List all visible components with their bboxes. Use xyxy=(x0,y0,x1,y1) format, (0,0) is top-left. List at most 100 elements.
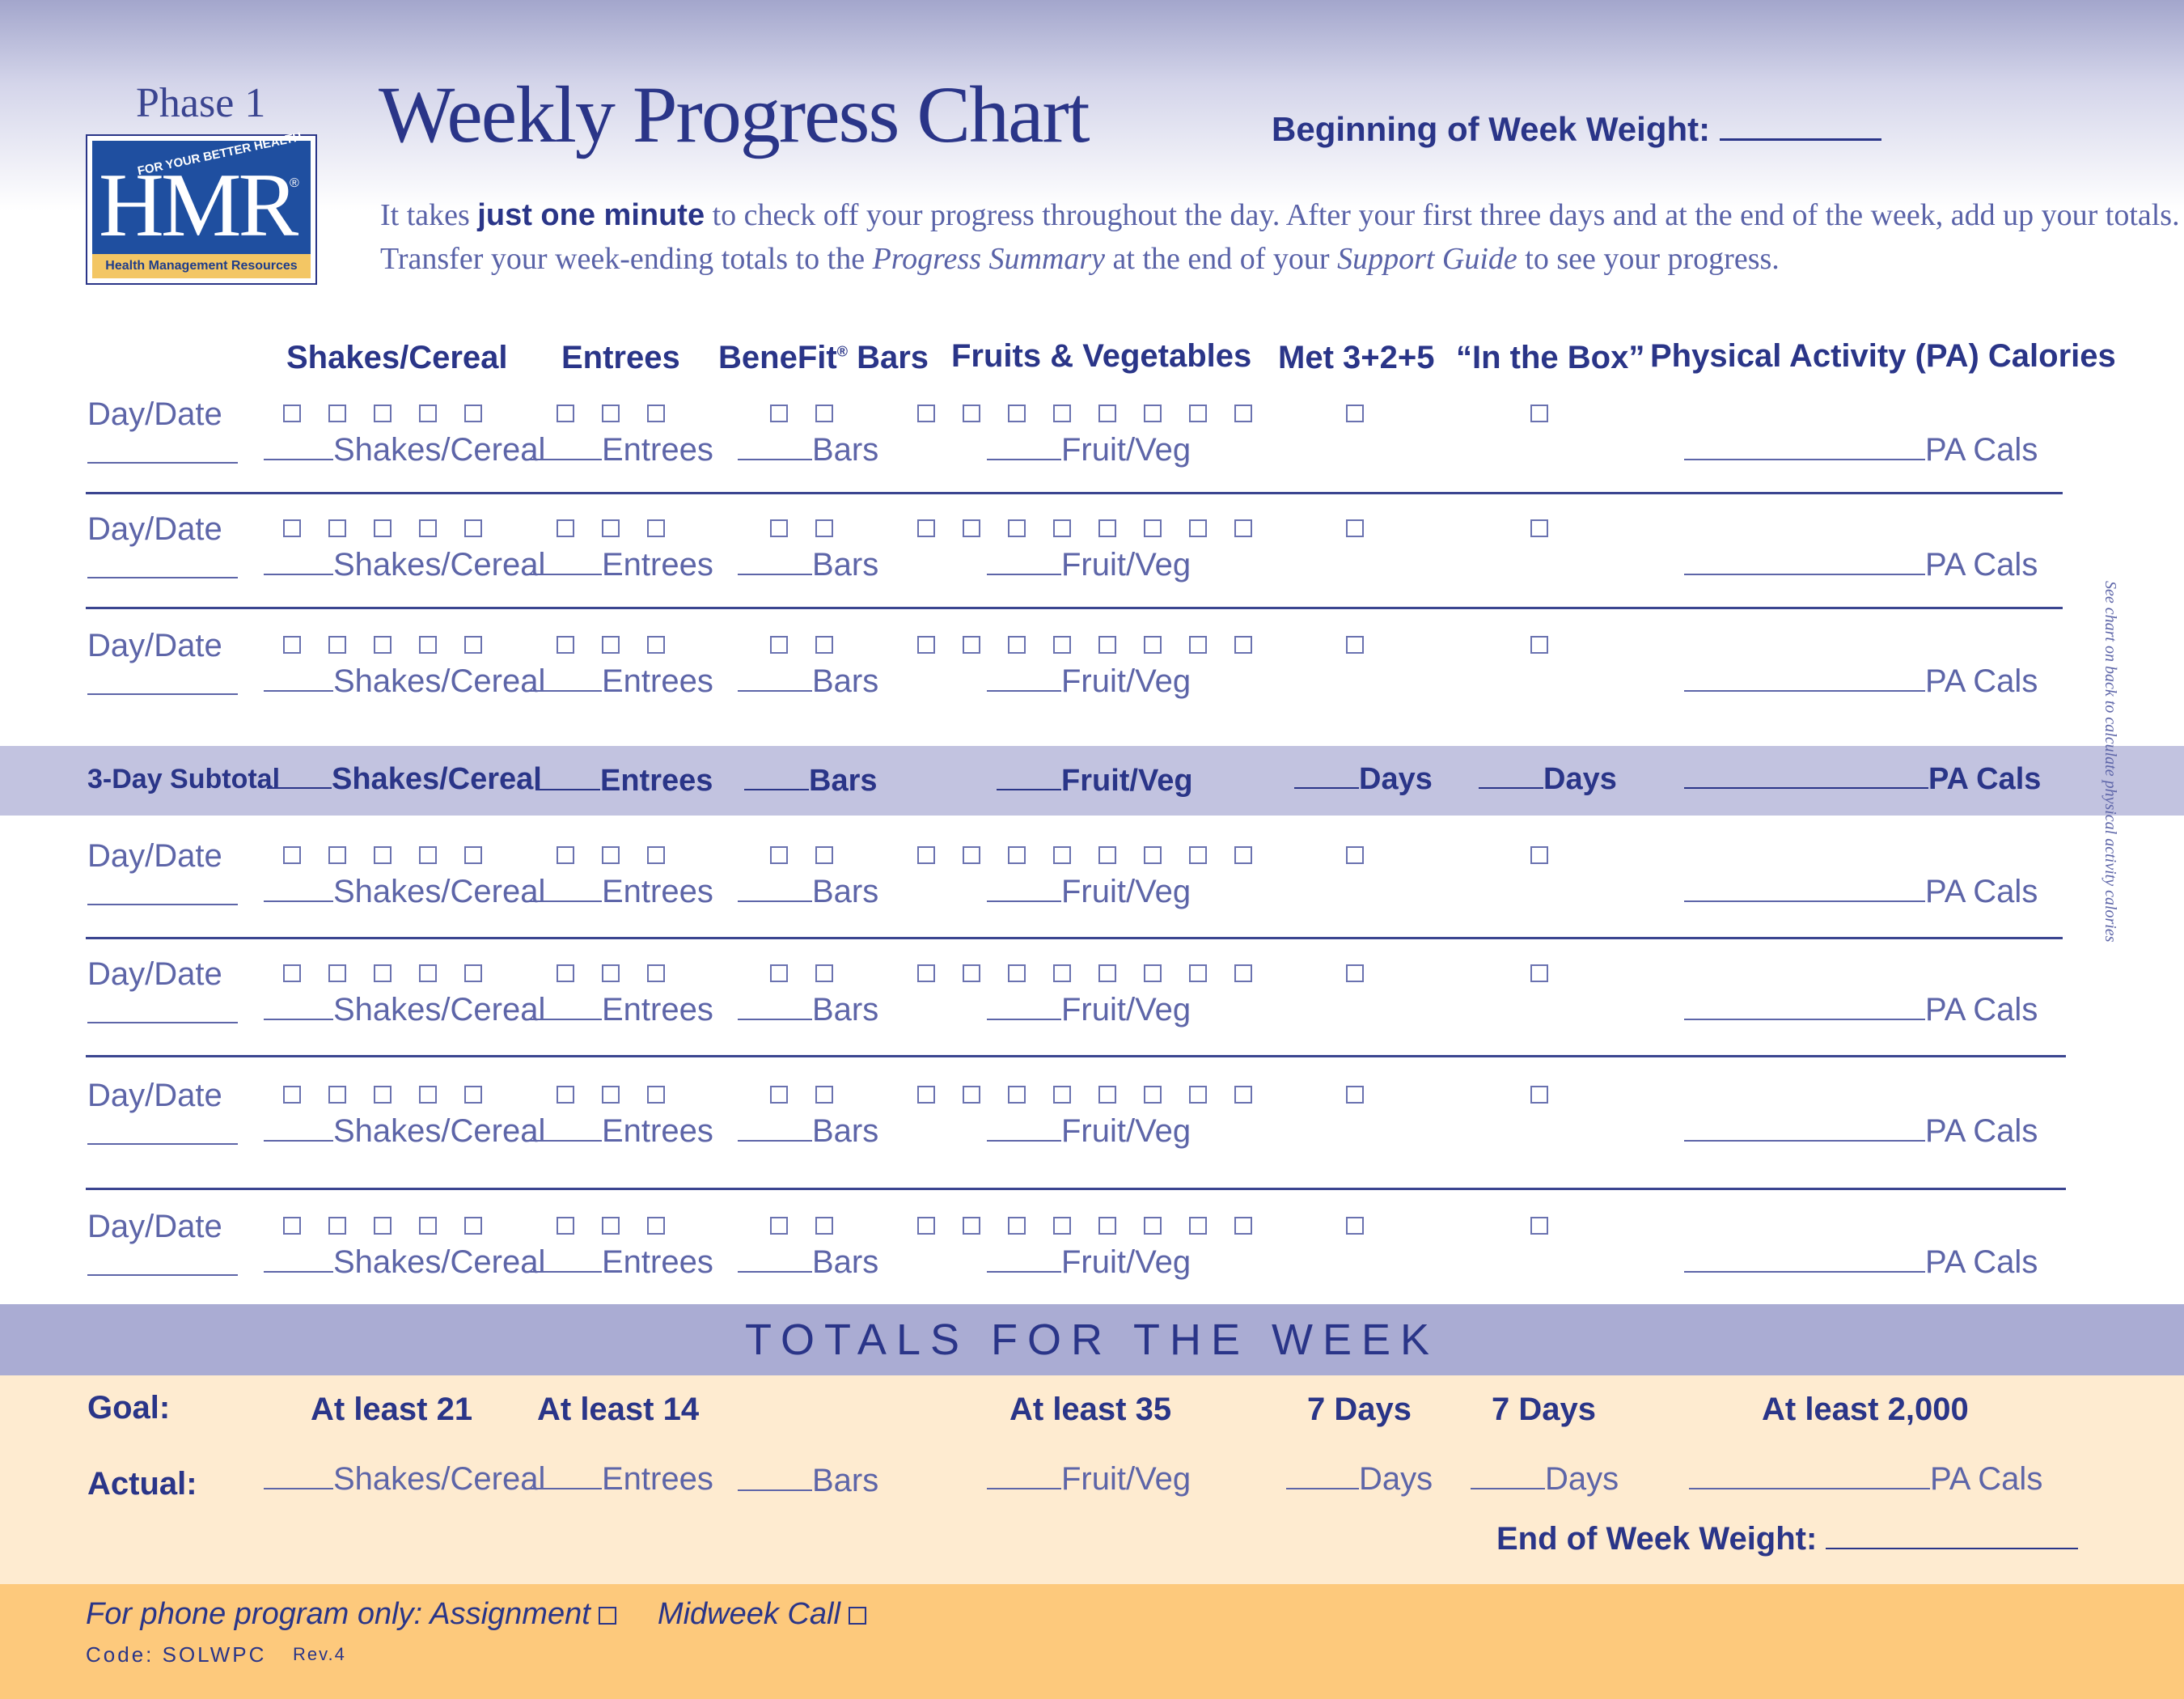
in-the-box-checkbox[interactable] xyxy=(1530,1216,1548,1235)
fruit-veg-checkbox[interactable] xyxy=(917,404,935,422)
shakes-total-blank[interactable] xyxy=(264,549,333,575)
fruit-veg-checkbox[interactable] xyxy=(1189,964,1207,982)
fruit-veg-checkbox[interactable] xyxy=(1144,404,1162,422)
entree-checkbox[interactable] xyxy=(602,964,620,982)
fruit-veg-checkbox[interactable] xyxy=(917,635,935,654)
fruit-veg-checkbox[interactable] xyxy=(1098,1216,1116,1235)
entrees-total-blank[interactable] xyxy=(527,434,602,460)
entree-checkbox[interactable] xyxy=(647,845,665,864)
actual-entrees-blank[interactable] xyxy=(527,1464,602,1489)
entree-checkbox[interactable] xyxy=(557,845,574,864)
fruit-veg-total-blank[interactable] xyxy=(987,994,1061,1020)
fruit-veg-checkbox[interactable] xyxy=(963,519,980,537)
fruit-veg-checkbox[interactable] xyxy=(963,1216,980,1235)
entree-checkbox[interactable] xyxy=(557,1216,574,1235)
shakes-total-blank[interactable] xyxy=(264,1116,333,1142)
fruit-veg-checkbox[interactable] xyxy=(1144,635,1162,654)
shake-checkbox[interactable] xyxy=(464,519,482,537)
entree-checkbox[interactable] xyxy=(602,1216,620,1235)
shake-checkbox[interactable] xyxy=(374,519,392,537)
shake-checkbox[interactable] xyxy=(419,845,437,864)
shake-checkbox[interactable] xyxy=(419,635,437,654)
shake-checkbox[interactable] xyxy=(374,1085,392,1104)
fruit-veg-checkbox[interactable] xyxy=(1144,1216,1162,1235)
shake-checkbox[interactable] xyxy=(419,519,437,537)
fruit-veg-checkbox[interactable] xyxy=(1234,1216,1252,1235)
in-the-box-checkbox[interactable] xyxy=(1530,845,1548,864)
fruit-veg-checkbox[interactable] xyxy=(1053,845,1071,864)
shakes-total-blank[interactable] xyxy=(264,876,333,902)
fruit-veg-checkbox[interactable] xyxy=(1189,404,1207,422)
fruit-veg-total-blank[interactable] xyxy=(987,876,1061,902)
date-blank[interactable] xyxy=(87,1250,238,1276)
fruit-veg-checkbox[interactable] xyxy=(1053,1216,1071,1235)
shake-checkbox[interactable] xyxy=(464,845,482,864)
shake-checkbox[interactable] xyxy=(374,404,392,422)
entree-checkbox[interactable] xyxy=(647,1085,665,1104)
fruit-veg-checkbox[interactable] xyxy=(1144,845,1162,864)
subtotal-fruit-veg-blank[interactable] xyxy=(997,765,1061,790)
met-checkbox[interactable] xyxy=(1346,404,1364,422)
shake-checkbox[interactable] xyxy=(283,519,301,537)
fruit-veg-checkbox[interactable] xyxy=(917,519,935,537)
entree-checkbox[interactable] xyxy=(557,404,574,422)
met-checkbox[interactable] xyxy=(1346,1085,1364,1104)
date-blank[interactable] xyxy=(87,998,238,1023)
bar-checkbox[interactable] xyxy=(815,404,833,422)
date-blank[interactable] xyxy=(87,1119,238,1145)
subtotal-bars-blank[interactable] xyxy=(744,765,809,790)
fruit-veg-checkbox[interactable] xyxy=(963,404,980,422)
bar-checkbox[interactable] xyxy=(815,1085,833,1104)
shake-checkbox[interactable] xyxy=(419,1085,437,1104)
fruit-veg-checkbox[interactable] xyxy=(1098,519,1116,537)
fruit-veg-checkbox[interactable] xyxy=(917,1085,935,1104)
shake-checkbox[interactable] xyxy=(328,964,346,982)
bar-checkbox[interactable] xyxy=(770,635,788,654)
bars-total-blank[interactable] xyxy=(738,876,812,902)
fruit-veg-checkbox[interactable] xyxy=(1053,635,1071,654)
actual-pa-blank[interactable] xyxy=(1689,1464,1930,1489)
fruit-veg-checkbox[interactable] xyxy=(1189,1216,1207,1235)
shakes-total-blank[interactable] xyxy=(264,666,333,692)
fruit-veg-checkbox[interactable] xyxy=(1008,635,1026,654)
shake-checkbox[interactable] xyxy=(464,404,482,422)
bar-checkbox[interactable] xyxy=(815,635,833,654)
bars-total-blank[interactable] xyxy=(738,434,812,460)
shake-checkbox[interactable] xyxy=(328,404,346,422)
entree-checkbox[interactable] xyxy=(557,964,574,982)
shake-checkbox[interactable] xyxy=(374,1216,392,1235)
subtotal-entrees-blank[interactable] xyxy=(535,765,600,790)
shake-checkbox[interactable] xyxy=(328,635,346,654)
fruit-veg-checkbox[interactable] xyxy=(1189,519,1207,537)
fruit-veg-checkbox[interactable] xyxy=(1053,964,1071,982)
bar-checkbox[interactable] xyxy=(815,1216,833,1235)
in-the-box-checkbox[interactable] xyxy=(1530,964,1548,982)
shake-checkbox[interactable] xyxy=(283,1085,301,1104)
shake-checkbox[interactable] xyxy=(328,845,346,864)
fruit-veg-checkbox[interactable] xyxy=(1234,635,1252,654)
fruit-veg-checkbox[interactable] xyxy=(1144,964,1162,982)
pa-total-blank[interactable] xyxy=(1684,434,1925,460)
assignment-checkbox[interactable] xyxy=(599,1606,617,1625)
fruit-veg-checkbox[interactable] xyxy=(1234,964,1252,982)
actual-shakes-blank[interactable] xyxy=(264,1464,333,1489)
pa-total-blank[interactable] xyxy=(1684,666,1925,692)
shake-checkbox[interactable] xyxy=(283,1216,301,1235)
fruit-veg-checkbox[interactable] xyxy=(1189,845,1207,864)
entrees-total-blank[interactable] xyxy=(527,1116,602,1142)
shakes-total-blank[interactable] xyxy=(264,1247,333,1273)
entree-checkbox[interactable] xyxy=(602,845,620,864)
fruit-veg-checkbox[interactable] xyxy=(1189,635,1207,654)
shake-checkbox[interactable] xyxy=(283,404,301,422)
bars-total-blank[interactable] xyxy=(738,666,812,692)
met-checkbox[interactable] xyxy=(1346,1216,1364,1235)
subtotal-shakes-blank[interactable] xyxy=(267,763,332,789)
bar-checkbox[interactable] xyxy=(770,519,788,537)
entree-checkbox[interactable] xyxy=(647,404,665,422)
entree-checkbox[interactable] xyxy=(557,635,574,654)
entree-checkbox[interactable] xyxy=(647,635,665,654)
shake-checkbox[interactable] xyxy=(464,1085,482,1104)
met-checkbox[interactable] xyxy=(1346,964,1364,982)
fruit-veg-checkbox[interactable] xyxy=(1098,1085,1116,1104)
fruit-veg-checkbox[interactable] xyxy=(917,845,935,864)
